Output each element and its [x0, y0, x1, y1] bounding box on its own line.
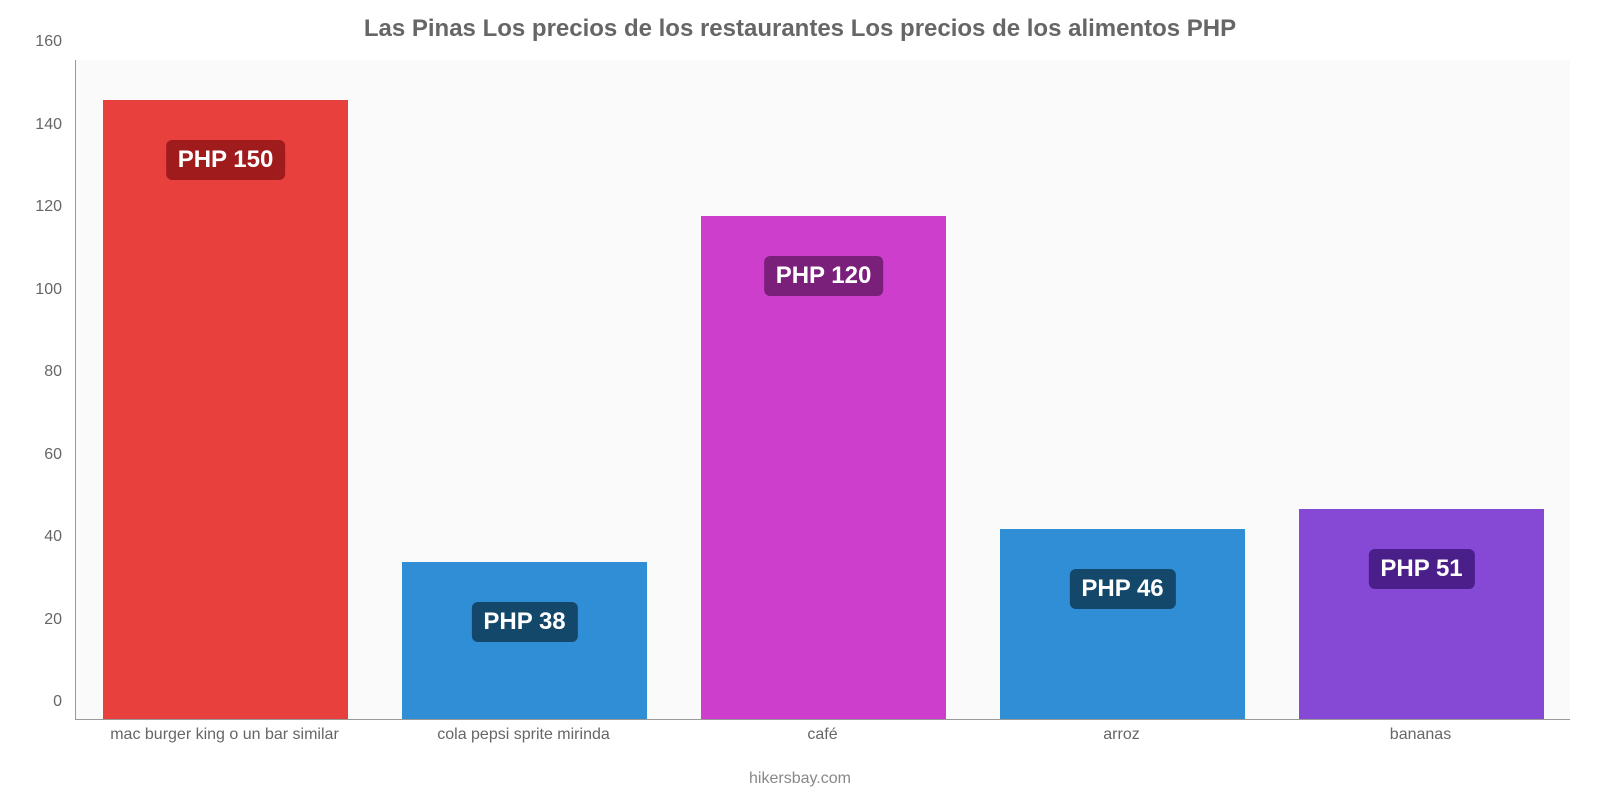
y-tick-label: 120: [20, 198, 62, 216]
y-tick-label: 80: [20, 363, 62, 381]
bar-value-label: PHP 150: [166, 140, 286, 180]
x-tick-label: bananas: [1390, 726, 1451, 744]
bar-value-label: PHP 46: [1069, 569, 1175, 609]
y-tick-label: 40: [20, 528, 62, 546]
chart-title: Las Pinas Los precios de los restaurante…: [0, 15, 1600, 43]
plot-area: PHP 150 PHP 38 PHP 120 PHP 46 PHP 51: [75, 60, 1570, 720]
y-axis: 020406080100120140160: [20, 60, 70, 720]
x-tick-label: mac burger king o un bar similar: [110, 726, 339, 744]
footer-text: hikersbay.com: [0, 770, 1600, 788]
bar: [1000, 529, 1245, 719]
x-tick-label: arroz: [1103, 726, 1139, 744]
x-tick-label: café: [807, 726, 837, 744]
x-axis: mac burger king o un bar similar cola pep…: [75, 720, 1570, 750]
bar-value-label: PHP 120: [764, 256, 884, 296]
x-tick-label: cola pepsi sprite mirinda: [437, 726, 610, 744]
bar-value-label: PHP 38: [471, 602, 577, 642]
y-tick-label: 140: [20, 116, 62, 134]
y-tick-label: 100: [20, 281, 62, 299]
y-tick-label: 0: [20, 693, 62, 711]
y-tick-label: 160: [20, 33, 62, 51]
bar-value-label: PHP 51: [1368, 549, 1474, 589]
chart-container: Las Pinas Los precios de los restaurante…: [0, 0, 1600, 800]
bar: [1299, 509, 1544, 719]
y-tick-label: 60: [20, 446, 62, 464]
y-tick-label: 20: [20, 611, 62, 629]
bar: [103, 100, 348, 719]
